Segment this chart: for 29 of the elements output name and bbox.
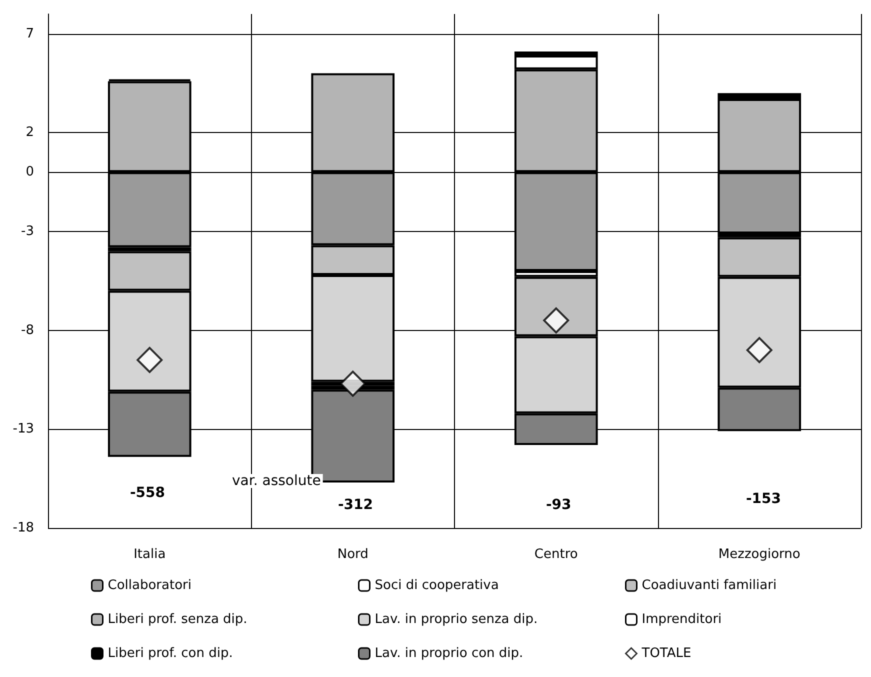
y-tick-label: -18 bbox=[12, 520, 34, 536]
y-tick-label: -3 bbox=[21, 224, 34, 239]
legend-label: TOTALE bbox=[640, 646, 692, 661]
point bbox=[340, 370, 366, 397]
legend-label: Liberi prof. con dip. bbox=[108, 646, 233, 661]
point bbox=[746, 337, 772, 364]
legend-label: Lav. in proprio senza dip. bbox=[374, 612, 538, 627]
legend-label: Liberi prof. senza dip. bbox=[108, 612, 248, 627]
annotation: var. assolute bbox=[232, 473, 321, 489]
x-tick-label: Nord bbox=[337, 547, 368, 562]
legend-label: Coadiuvanti familiari bbox=[642, 578, 777, 593]
annotation: -93 bbox=[546, 497, 572, 513]
legend-label: Lav. in proprio con dip. bbox=[374, 646, 524, 661]
y-tick-label: 7 bbox=[26, 26, 34, 42]
point bbox=[136, 346, 163, 373]
x-tick-label: Italia bbox=[134, 547, 166, 562]
annotation: -153 bbox=[746, 491, 782, 507]
y-tick-label: -13 bbox=[12, 422, 34, 437]
x-tick-label: Centro bbox=[534, 547, 578, 562]
y-tick-label: -8 bbox=[21, 322, 34, 338]
y-tick-label: 0 bbox=[26, 164, 34, 180]
y-tick-label: 2 bbox=[26, 125, 34, 140]
x-tick-label: Mezzogiorno bbox=[718, 547, 800, 562]
point bbox=[543, 307, 570, 334]
annotation: -558 bbox=[130, 485, 166, 501]
legend-label: Imprenditori bbox=[642, 612, 722, 627]
legend-label: Soci di cooperativa bbox=[374, 578, 499, 593]
annotation: -312 bbox=[338, 497, 374, 513]
legend-label: Collaboratori bbox=[108, 578, 192, 593]
